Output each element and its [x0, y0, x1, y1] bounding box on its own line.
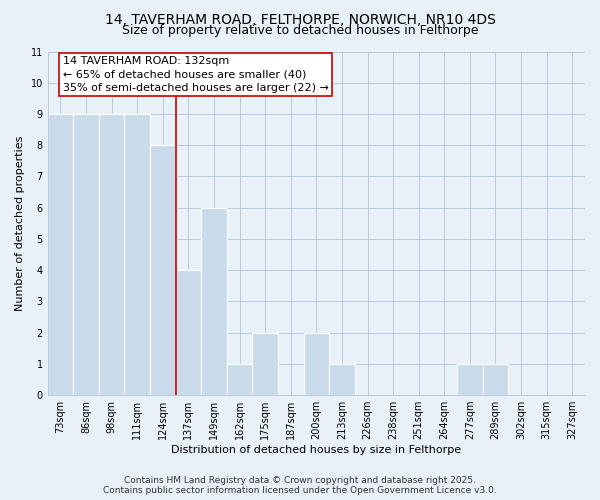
- Bar: [329, 364, 355, 395]
- Bar: [253, 332, 278, 395]
- Bar: [176, 270, 201, 395]
- Text: Size of property relative to detached houses in Felthorpe: Size of property relative to detached ho…: [122, 24, 478, 37]
- Text: 14 TAVERHAM ROAD: 132sqm
← 65% of detached houses are smaller (40)
35% of semi-d: 14 TAVERHAM ROAD: 132sqm ← 65% of detach…: [62, 56, 328, 92]
- Bar: [47, 114, 73, 395]
- Bar: [73, 114, 99, 395]
- Bar: [150, 145, 176, 395]
- Bar: [201, 208, 227, 395]
- Bar: [99, 114, 124, 395]
- Text: 14, TAVERHAM ROAD, FELTHORPE, NORWICH, NR10 4DS: 14, TAVERHAM ROAD, FELTHORPE, NORWICH, N…: [104, 12, 496, 26]
- Bar: [124, 114, 150, 395]
- Bar: [457, 364, 482, 395]
- Bar: [304, 332, 329, 395]
- Text: Contains HM Land Registry data © Crown copyright and database right 2025.
Contai: Contains HM Land Registry data © Crown c…: [103, 476, 497, 495]
- Y-axis label: Number of detached properties: Number of detached properties: [15, 136, 25, 311]
- Bar: [227, 364, 253, 395]
- Bar: [482, 364, 508, 395]
- X-axis label: Distribution of detached houses by size in Felthorpe: Distribution of detached houses by size …: [171, 445, 461, 455]
